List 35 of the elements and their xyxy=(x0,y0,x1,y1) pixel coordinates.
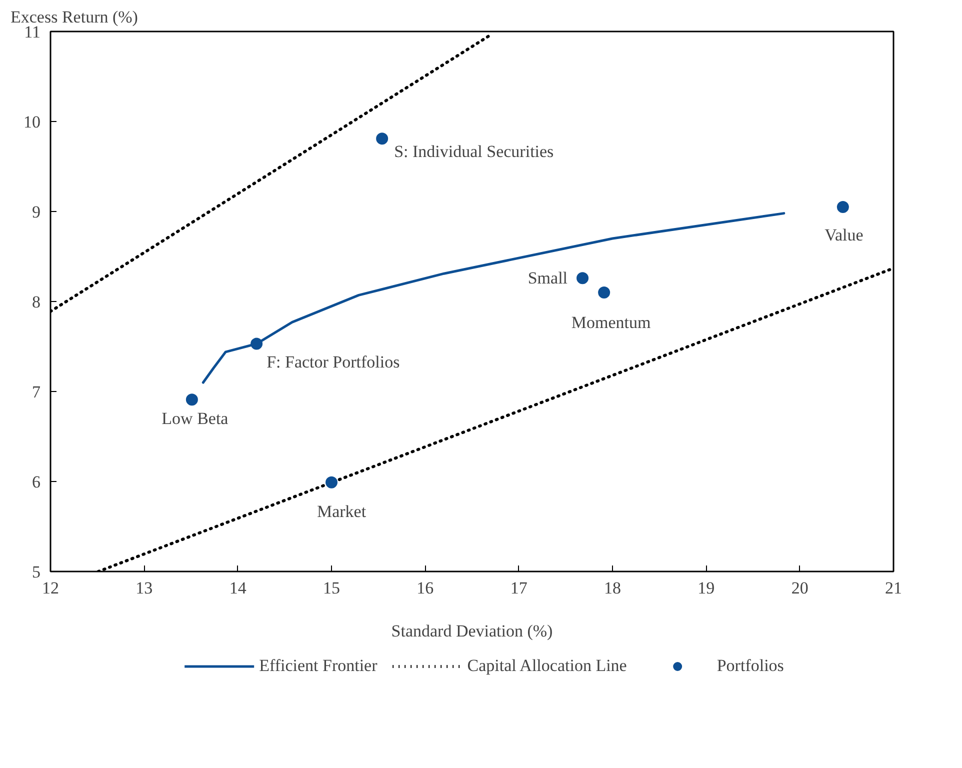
x-tick-label: 21 xyxy=(885,578,902,598)
x-tick-label: 19 xyxy=(698,578,715,598)
x-tick-label: 16 xyxy=(416,578,434,598)
annotation: F: Factor Portfolios xyxy=(266,352,400,372)
line-series xyxy=(202,212,786,384)
legend-label: Portfolios xyxy=(716,656,784,676)
annotation: S: Individual Securities xyxy=(394,142,554,162)
x-tick-label: 15 xyxy=(323,578,340,598)
point xyxy=(326,476,338,488)
legend-label: Capital Allocation Line xyxy=(467,656,627,676)
y-tick-label: 7 xyxy=(32,382,41,402)
point xyxy=(250,338,263,350)
y-tick-label: 5 xyxy=(32,562,40,582)
point xyxy=(376,132,388,145)
annotation: Momentum xyxy=(571,313,651,332)
point xyxy=(186,394,198,406)
y-tick-label: 10 xyxy=(24,112,40,132)
y-tick-label: 6 xyxy=(32,472,40,492)
x-tick-label: 17 xyxy=(510,578,528,598)
y-tick-label: 8 xyxy=(32,292,40,312)
x-tick-label: 12 xyxy=(42,578,59,598)
x-tick-label: 13 xyxy=(136,578,153,598)
legend-label: Efficient Frontier xyxy=(259,656,378,676)
point xyxy=(836,201,849,213)
x-tick-label: 20 xyxy=(791,578,808,598)
annotation: Low Beta xyxy=(162,409,229,428)
x-tick-label: 18 xyxy=(604,578,621,598)
x-axis-title: Standard Deviation (%) xyxy=(391,622,553,640)
point xyxy=(576,272,589,284)
annotation: Small xyxy=(528,268,568,288)
y-tick-label: 9 xyxy=(32,202,40,222)
x-tick-label: 14 xyxy=(229,578,247,598)
annotation: Value xyxy=(824,226,864,244)
point xyxy=(598,286,610,298)
annotation: Market xyxy=(316,502,366,521)
